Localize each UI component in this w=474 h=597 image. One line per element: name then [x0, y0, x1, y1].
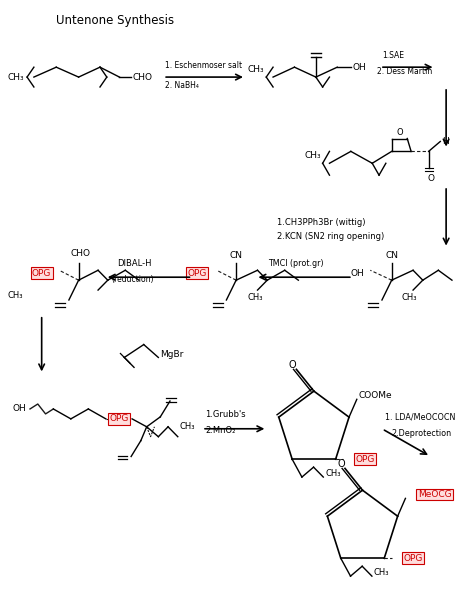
Text: CHO: CHO [71, 249, 91, 258]
Text: OPG: OPG [110, 414, 129, 423]
Text: CH₃: CH₃ [248, 64, 264, 73]
Text: 2.Deprotection: 2.Deprotection [392, 429, 452, 438]
Text: OH: OH [12, 404, 26, 414]
Text: Untenone Synthesis: Untenone Synthesis [56, 14, 174, 27]
Text: OPG: OPG [188, 269, 207, 278]
Text: CN: CN [385, 251, 398, 260]
Text: CH₃: CH₃ [325, 469, 341, 478]
Text: OPG: OPG [355, 455, 374, 464]
Text: OPG: OPG [32, 269, 51, 278]
Text: CN: CN [229, 251, 243, 260]
Text: CH₃: CH₃ [180, 422, 195, 431]
Text: (reduction): (reduction) [112, 275, 154, 284]
Text: 2.MnO₂: 2.MnO₂ [205, 426, 236, 435]
Text: CH₃: CH₃ [401, 293, 417, 301]
Text: COOMe: COOMe [359, 391, 392, 400]
Text: O: O [337, 460, 345, 469]
Text: CH₃: CH₃ [304, 151, 321, 160]
Text: O: O [289, 361, 296, 370]
Text: 2. Dess Martin: 2. Dess Martin [377, 67, 432, 76]
Text: 1.Grubb's: 1.Grubb's [205, 410, 246, 420]
Text: O: O [428, 174, 435, 183]
Text: OPG: OPG [404, 554, 423, 563]
Text: CH₃: CH₃ [248, 293, 263, 301]
Text: OH: OH [351, 269, 365, 278]
Text: 1. LDA/MeOCOCN: 1. LDA/MeOCOCN [385, 413, 455, 421]
Text: 1.SAE: 1.SAE [382, 51, 404, 60]
Text: CH₃: CH₃ [8, 73, 24, 82]
Text: MgBr: MgBr [160, 350, 183, 359]
Text: 2.KCN (SN2 ring opening): 2.KCN (SN2 ring opening) [277, 232, 384, 241]
Text: MeOCG: MeOCG [418, 490, 451, 499]
Text: OH: OH [353, 63, 366, 72]
Text: 1.CH3PPh3Br (wittig): 1.CH3PPh3Br (wittig) [277, 219, 365, 227]
Text: O: O [397, 128, 403, 137]
Text: 1. Eschenmoser salt: 1. Eschenmoser salt [165, 61, 242, 70]
Text: DIBAL-H: DIBAL-H [118, 259, 152, 268]
Text: H: H [442, 137, 449, 146]
Text: TMCl (prot.gr): TMCl (prot.gr) [268, 259, 324, 268]
Text: CH₃: CH₃ [374, 568, 389, 577]
Text: CHO: CHO [132, 73, 152, 82]
Text: CH₃: CH₃ [8, 291, 23, 300]
Text: 2. NaBH₄: 2. NaBH₄ [165, 81, 199, 90]
